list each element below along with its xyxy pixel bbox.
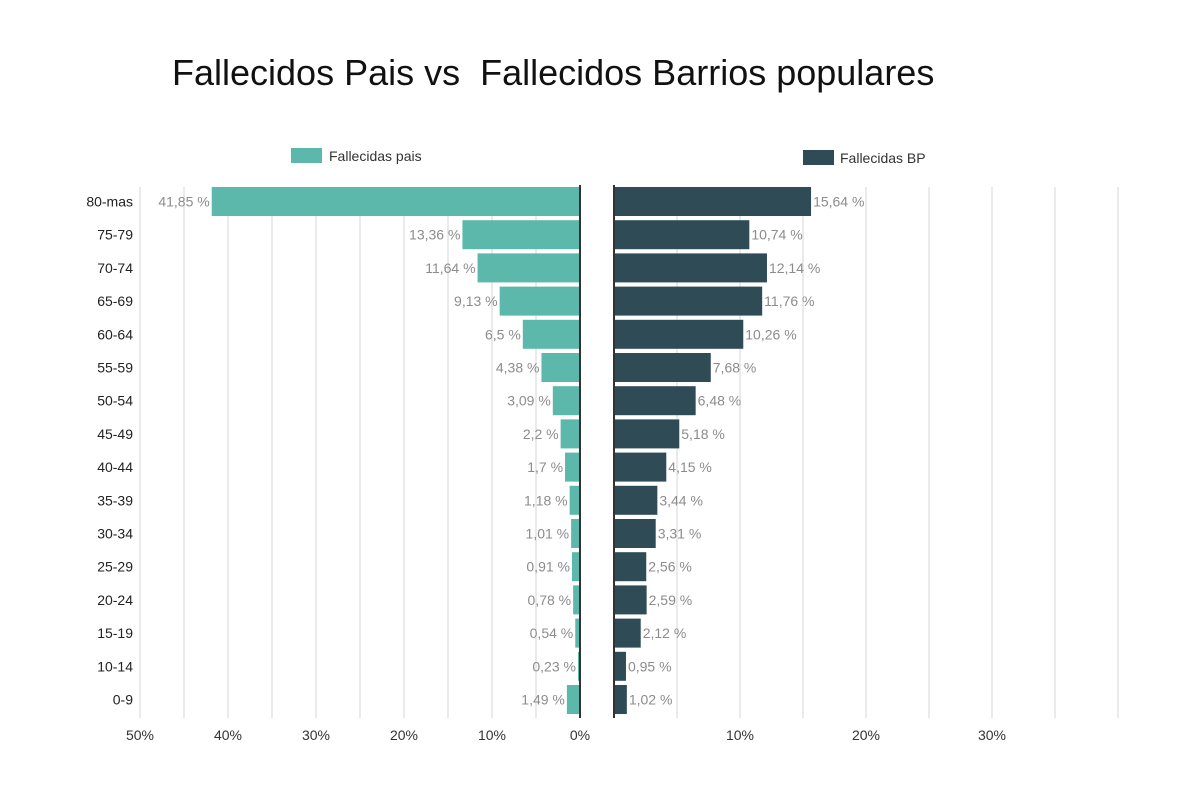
data-label-pais: 3,09 % (507, 393, 551, 409)
bar-fallecidas-bp (614, 618, 641, 648)
x-tick-left: 50% (126, 727, 154, 743)
legend: Fallecidas pais Fallecidas BP (291, 148, 926, 166)
data-label-bp: 0,95 % (628, 658, 672, 674)
category-label: 50-54 (97, 393, 133, 409)
bar-fallecidas-bp (614, 353, 711, 382)
category-label: 45-49 (97, 426, 133, 442)
bar-fallecidas-bp (614, 386, 696, 416)
category-label: 20-24 (97, 592, 133, 608)
bars (211, 187, 812, 714)
x-tick-right: 10% (726, 727, 754, 743)
bar-fallecidas-bp (614, 519, 656, 548)
data-label-bp: 10,74 % (751, 227, 802, 243)
data-label-bp: 2,59 % (649, 592, 693, 608)
bar-fallecidas-pais (569, 485, 580, 515)
category-label: 35-39 (97, 492, 133, 508)
category-label: 75-79 (97, 227, 133, 243)
data-label-pais: 6,5 % (485, 326, 521, 342)
legend-label-pais: Fallecidas pais (329, 148, 422, 164)
bar-fallecidas-pais (552, 386, 580, 416)
data-label-pais: 1,18 % (524, 492, 568, 508)
bar-fallecidas-pais (499, 286, 580, 316)
category-label: 15-19 (97, 625, 133, 641)
chart-title: Fallecidos Pais vs Fallecidos Barrios po… (172, 52, 935, 93)
data-label-bp: 15,64 % (813, 194, 864, 210)
bar-fallecidas-pais (560, 419, 580, 449)
bar-fallecidas-bp (614, 685, 627, 714)
category-label: 40-44 (97, 459, 133, 475)
bar-fallecidas-pais (211, 187, 580, 216)
bar-fallecidas-bp (614, 585, 647, 615)
category-label: 55-59 (97, 360, 133, 376)
data-label-bp: 7,68 % (713, 360, 757, 376)
data-label-pais: 0,23 % (532, 658, 576, 674)
bar-fallecidas-pais (541, 353, 580, 382)
x-tick-left: 40% (214, 727, 242, 743)
legend-swatch-pais (291, 148, 322, 163)
bar-fallecidas-bp (614, 651, 626, 681)
data-label-pais: 0,91 % (526, 559, 570, 575)
bar-fallecidas-bp (614, 220, 750, 250)
category-label: 60-64 (97, 326, 133, 342)
bar-fallecidas-bp (614, 485, 658, 515)
data-label-pais: 9,13 % (454, 293, 498, 309)
data-label-pais: 13,36 % (409, 227, 460, 243)
data-label-pais: 41,85 % (158, 194, 209, 210)
x-tick-left: 30% (302, 727, 330, 743)
data-label-pais: 11,64 % (425, 260, 475, 276)
category-label: 70-74 (97, 260, 133, 276)
category-label: 30-34 (97, 526, 133, 542)
x-tick-right: 20% (852, 727, 880, 743)
bar-fallecidas-pais (522, 319, 580, 349)
bar-fallecidas-bp (614, 419, 680, 449)
bar-fallecidas-bp (614, 286, 763, 316)
bar-fallecidas-bp (614, 253, 767, 283)
category-label: 65-69 (97, 293, 133, 309)
bar-fallecidas-pais (565, 452, 580, 482)
bar-fallecidas-bp (614, 187, 812, 216)
bar-fallecidas-bp (614, 552, 647, 582)
data-label-bp: 6,48 % (698, 393, 742, 409)
x-tick-left: 10% (478, 727, 506, 743)
bar-fallecidas-pais (571, 519, 580, 548)
x-tick-left: 0% (570, 727, 590, 743)
data-label-bp: 3,44 % (659, 492, 703, 508)
data-label-pais: 0,54 % (530, 625, 574, 641)
category-label: 80-mas (86, 194, 133, 210)
data-label-pais: 2,2 % (523, 426, 559, 442)
data-label-pais: 1,01 % (526, 526, 570, 542)
bar-fallecidas-pais (571, 552, 580, 582)
data-label-bp: 10,26 % (745, 326, 796, 342)
category-label: 25-29 (97, 559, 133, 575)
data-label-bp: 11,76 % (764, 293, 814, 309)
category-label: 10-14 (97, 658, 133, 674)
bar-fallecidas-pais (477, 253, 580, 283)
axes: 80-mas 75-79 70-74 65-69 60-64 55-59 50-54 45-4… (86, 185, 1006, 743)
data-label-bp: 2,56 % (648, 559, 692, 575)
data-label-pais: 1,49 % (521, 692, 565, 708)
data-label-bp: 5,18 % (681, 426, 725, 442)
bar-fallecidas-pais (462, 220, 580, 250)
legend-label-bp: Fallecidas BP (840, 150, 926, 166)
bar-fallecidas-bp (614, 452, 667, 482)
bar-fallecidas-pais (573, 585, 580, 615)
x-tick-left: 20% (390, 727, 418, 743)
data-labels: 41,85 % 15,64 % 13,36 % 10,74 % 11,64 % 12,14… (158, 194, 864, 708)
category-label: 0-9 (113, 692, 133, 708)
bar-fallecidas-pais (577, 651, 580, 681)
data-label-bp: 4,15 % (668, 459, 712, 475)
data-label-bp: 1,02 % (629, 692, 673, 708)
legend-swatch-bp (803, 150, 834, 165)
data-label-bp: 2,12 % (643, 625, 687, 641)
bar-fallecidas-pais (566, 685, 580, 714)
data-label-pais: 1,7 % (527, 459, 563, 475)
x-tick-right: 30% (978, 727, 1006, 743)
bar-fallecidas-bp (614, 319, 744, 349)
bar-fallecidas-pais (575, 618, 580, 648)
data-label-bp: 3,31 % (658, 526, 702, 542)
data-label-bp: 12,14 % (769, 260, 820, 276)
data-label-pais: 0,78 % (528, 592, 572, 608)
data-label-pais: 4,38 % (496, 360, 540, 376)
